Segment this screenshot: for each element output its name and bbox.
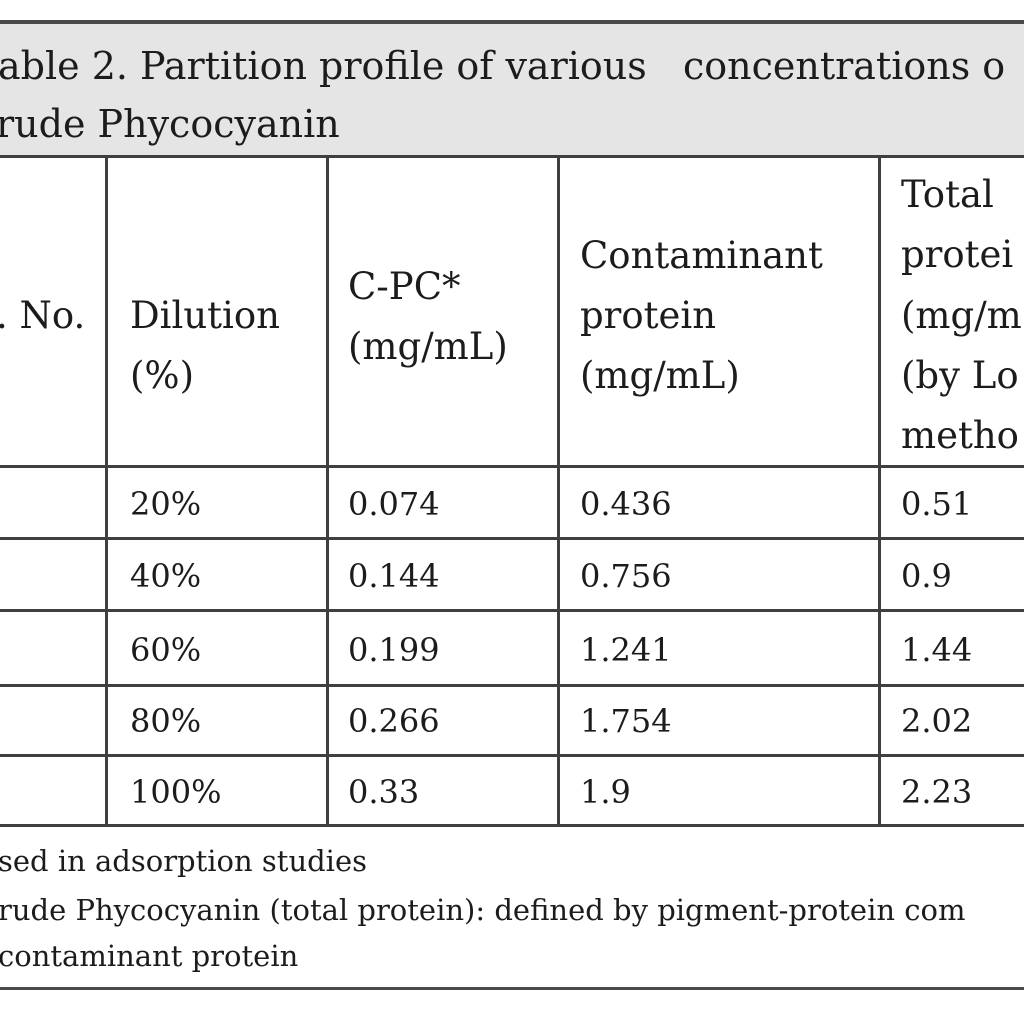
cell-total: 2.02 (901, 702, 973, 740)
column-divider-3 (557, 157, 560, 825)
header-dilution-line-2: (%) (130, 354, 195, 397)
header-cpc-line-2: (mg/mL) (348, 325, 508, 368)
header-cpc-line-1: C-PC* (348, 265, 461, 308)
caption-line-1: able 2. Partition profile of various con… (0, 44, 1006, 88)
header-total-clip: Total protei (mg/m (by Lo metho (881, 157, 1024, 468)
cell-contaminant: 1.241 (580, 631, 672, 669)
cell-cpc: 0.33 (348, 773, 420, 811)
header-total-line-2: protei (901, 233, 1014, 276)
cell-contaminant: 0.436 (580, 485, 672, 523)
cell-dilution: 40% (130, 557, 202, 595)
cell-dilution: 60% (130, 631, 202, 669)
cell-contaminant: 1.754 (580, 702, 672, 740)
column-divider-1 (105, 157, 108, 825)
top-rule (0, 20, 1024, 24)
cell-dilution: 20% (130, 485, 202, 523)
footnote-line-3: contaminant protein (0, 939, 299, 973)
header-total-line-4: (by Lo (901, 354, 1019, 397)
cell-total: 1.44 (901, 631, 973, 669)
footnote-line-2: rude Phycocyanin (total protein): define… (0, 893, 966, 927)
bottom-rule (0, 987, 1024, 990)
cell-total: 2.23 (901, 773, 973, 811)
header-contaminant-line-1: Contaminant (580, 234, 823, 277)
cell-dilution: 80% (130, 702, 202, 740)
footnote-line-1: sed in adsorption studies (0, 844, 367, 878)
cell-cpc: 0.199 (348, 631, 440, 669)
row-divider-2 (0, 609, 1024, 612)
header-dilution-line-1: Dilution (130, 294, 280, 337)
cell-contaminant: 0.756 (580, 557, 672, 595)
cell-total: 0.9 (901, 557, 952, 595)
header-sno: . No. (0, 294, 86, 337)
row-divider-3 (0, 684, 1024, 687)
column-divider-4 (878, 157, 881, 825)
header-total-line-5: metho (901, 414, 1019, 457)
cell-total: 0.51 (901, 485, 973, 523)
column-divider-2 (326, 157, 329, 825)
header-total-line-1: Total (901, 173, 994, 216)
caption-line-2: rude Phycocyanin (0, 102, 340, 146)
table-caption: able 2. Partition profile of various con… (0, 24, 1024, 155)
row-divider-4 (0, 754, 1024, 757)
header-contaminant-line-3: (mg/mL) (580, 354, 740, 397)
table-bottom-rule (0, 824, 1024, 827)
cell-cpc: 0.144 (348, 557, 440, 595)
caption-bottom-rule (0, 155, 1024, 158)
cell-dilution: 100% (130, 773, 222, 811)
header-bottom-rule (0, 465, 1024, 468)
header-contaminant-line-2: protein (580, 294, 717, 337)
cell-cpc: 0.266 (348, 702, 440, 740)
row-divider-1 (0, 537, 1024, 540)
header-total-line-3: (mg/m (901, 294, 1022, 337)
cell-cpc: 0.074 (348, 485, 440, 523)
cell-contaminant: 1.9 (580, 773, 631, 811)
